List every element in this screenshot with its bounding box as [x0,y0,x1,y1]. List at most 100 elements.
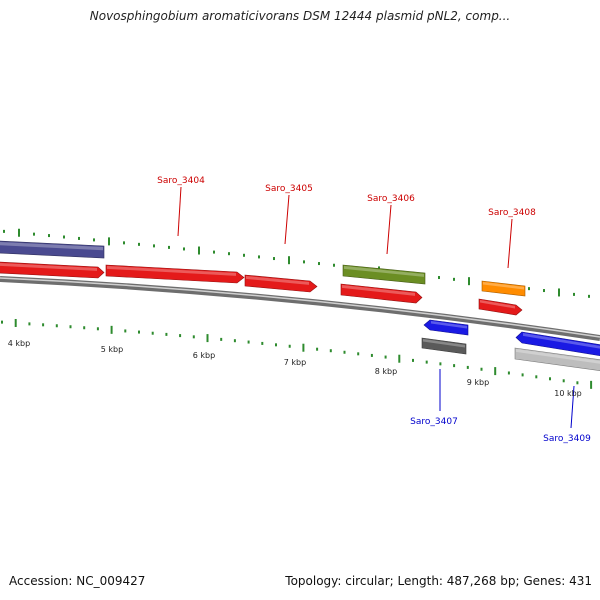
ruler-tick-inner [466,365,469,369]
ruler-tick-outer [228,252,230,256]
ruler-tick-inner [494,367,497,376]
ruler-tick-inner [480,367,483,371]
ruler-tick-outer [288,256,290,265]
ruler-tick-inner [535,375,538,379]
backbone-strand [0,276,600,341]
ruler-tick-outer [588,294,590,298]
ruler-tick-inner [343,350,346,354]
ruler-label: 4 kbp [8,339,30,348]
ruler-tick-inner [425,360,428,364]
gene-feature-g-left-blue[interactable] [0,240,105,259]
gene-label-saro_3409[interactable]: Saro_3409 [543,434,591,444]
ruler-tick-inner [28,322,31,326]
ruler-tick-inner [412,358,414,362]
ruler-tick-outer [78,236,80,240]
ruler-tick-inner [261,341,264,345]
ruler-tick-outer [558,288,560,297]
ruler-tick-outer [333,263,335,267]
gene-label-saro_3408[interactable]: Saro_3408 [488,208,536,218]
ruler-tick-outer [273,257,275,261]
ruler-tick-inner [370,353,373,357]
ruler-tick-outer [573,292,575,296]
gene-label-saro_3407[interactable]: Saro_3407 [410,417,458,427]
ruler-tick-inner [562,379,565,383]
ruler-tick-outer [243,253,245,257]
ruler-tick-inner [439,362,442,366]
ruler-label: 10 kbp [554,389,582,398]
gene-feature-saro_3407[interactable] [423,319,469,336]
ruler-tick-inner [316,347,319,351]
ruler-tick-inner [507,371,510,375]
ruler-tick-inner [69,325,72,329]
ruler-tick-inner [275,343,277,347]
ruler-tick-outer [63,235,65,239]
ruler-tick-outer [438,276,440,280]
ruler-tick-inner [220,337,223,341]
gene-features [0,240,600,372]
gene-label-saro_3405[interactable]: Saro_3405 [265,184,313,194]
ruler-tick-outer [453,277,455,281]
ruler-tick-inner [1,320,3,324]
ruler-tick-inner [357,352,360,356]
ruler-tick-inner [96,327,99,331]
ruler-tick-inner [590,380,593,389]
ruler-tick-inner [192,335,195,339]
ruler-tick-outer [198,246,200,255]
gene-feature-g-red-1[interactable] [0,261,105,279]
gene-feature-saro_3407b[interactable] [421,337,467,355]
ruler-label: 7 kbp [284,358,306,367]
ruler-label: 9 kbp [467,378,489,387]
ruler-tick-outer [33,232,35,236]
ruler-tick-inner [521,373,524,377]
ruler-tick-outer [153,244,155,248]
ruler-tick-inner [124,329,127,333]
ruler-tick-inner [329,349,332,353]
ruler-label: 6 kbp [193,351,215,360]
gene-feature-saro_3406b[interactable] [340,283,423,304]
ruler-tick-outer [468,277,470,286]
map-title: Novosphingobium aromaticivorans DSM 1244… [89,9,511,23]
ruler-tick-outer [543,289,545,293]
accession-text: Accession: NC_009427 [9,574,146,588]
gene-label-saro_3406[interactable]: Saro_3406 [367,194,415,204]
ruler-tick-outer [3,229,5,233]
ruler-tick-outer [528,287,530,291]
ruler-tick-outer [48,234,50,238]
ruler-tick-outer [93,238,95,242]
ruler-tick-inner [233,339,236,343]
ruler-label: 5 kbp [101,345,123,354]
ruler-tick-outer [123,241,125,245]
ruler-tick-inner [110,325,113,334]
gene-labels: Saro_3404 Saro_3405 Saro_3406 Saro_3407 Saro… [157,176,591,444]
ruler-tick-inner [179,334,182,338]
ruler-tick-inner [55,324,58,328]
gene-label-saro_3404[interactable]: Saro_3404 [157,176,205,186]
ruler-tick-inner [14,318,17,327]
gene-feature-saro_3408[interactable] [481,280,526,297]
gene-feature-saro_3409b[interactable] [514,347,600,372]
ruler-tick-inner [138,330,140,334]
ruler-tick-inner [302,343,305,352]
ruler-tick-outer [138,242,140,246]
ruler-labels: 4 kbp 5 kbp 6 kbp 7 kbp 8 kbp 9 kbp 10 kbp [8,339,582,398]
ruler-tick-inner [398,354,401,363]
ruler-tick-outer [168,245,170,249]
ruler-tick-outer [18,228,20,237]
ruler-tick-outer [258,255,260,259]
topology-summary: Topology: circular; Length: 487,268 bp; … [285,574,592,588]
ruler-tick-inner [288,344,291,348]
gene-feature-saro_3405[interactable] [244,274,318,293]
gene-feature-saro_3408b[interactable] [478,298,523,316]
gene-feature-saro_3406[interactable] [342,264,426,285]
gene-feature-saro_3409[interactable] [515,331,600,356]
ruler-tick-inner [384,355,387,359]
gene-feature-saro_3404[interactable] [105,264,245,284]
ruler-label: 8 kbp [375,367,397,376]
ruler-tick-inner [453,364,456,368]
ruler-tick-outer [183,247,185,251]
ruler-tick-outer [303,260,305,264]
ruler-tick-inner [151,331,154,335]
ruler-tick-inner [42,323,45,327]
